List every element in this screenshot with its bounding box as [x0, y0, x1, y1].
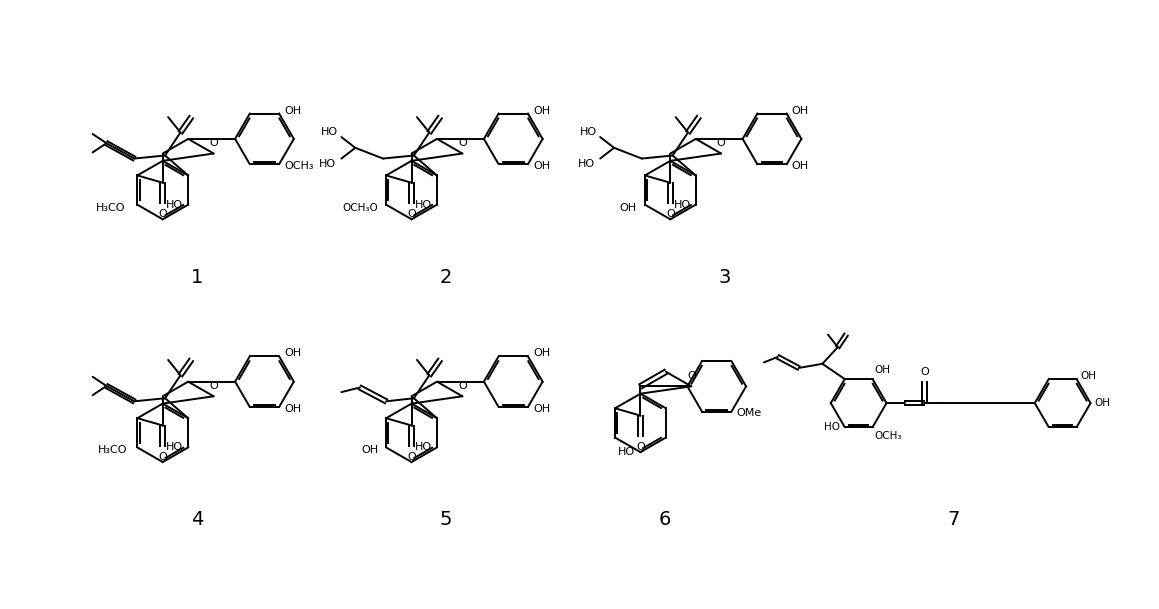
- Text: 5: 5: [439, 510, 452, 529]
- Text: O: O: [920, 367, 928, 378]
- Text: OH: OH: [533, 161, 551, 171]
- Text: 4: 4: [191, 510, 203, 529]
- Text: 2: 2: [439, 268, 452, 287]
- Text: OH: OH: [1094, 398, 1110, 408]
- Text: HO: HO: [166, 200, 183, 209]
- Text: HO: HO: [824, 422, 840, 432]
- Text: HO: HO: [673, 200, 691, 209]
- Text: OH: OH: [284, 348, 301, 358]
- Text: OH: OH: [620, 203, 637, 213]
- Text: OCH₃: OCH₃: [284, 161, 314, 171]
- Text: OH: OH: [792, 105, 809, 116]
- Text: 7: 7: [947, 510, 960, 529]
- Text: O: O: [687, 371, 695, 381]
- Text: O: O: [159, 209, 167, 219]
- Text: HO: HO: [166, 442, 183, 452]
- Text: HO: HO: [578, 158, 596, 169]
- Text: HO: HO: [619, 447, 635, 457]
- Text: 3: 3: [719, 268, 730, 287]
- Text: OH: OH: [533, 348, 551, 358]
- Text: O: O: [210, 138, 218, 148]
- Text: OCH₃O: OCH₃O: [342, 203, 378, 213]
- Text: OH: OH: [792, 161, 809, 171]
- Text: HO: HO: [415, 200, 432, 209]
- Text: O: O: [458, 138, 467, 148]
- Text: 1: 1: [191, 268, 203, 287]
- Text: OH: OH: [1080, 371, 1096, 381]
- Text: HO: HO: [320, 158, 336, 169]
- Text: 6: 6: [658, 510, 671, 529]
- Text: OH: OH: [875, 365, 890, 375]
- Text: HO: HO: [580, 127, 597, 137]
- Text: OMe: OMe: [736, 407, 761, 418]
- Text: O: O: [407, 209, 416, 219]
- Text: OH: OH: [362, 445, 378, 456]
- Text: OH: OH: [284, 404, 301, 414]
- Text: HO: HO: [415, 442, 432, 452]
- Text: O: O: [666, 209, 675, 219]
- Text: O: O: [407, 452, 416, 462]
- Text: O: O: [458, 381, 467, 391]
- Text: OH: OH: [284, 105, 301, 116]
- Text: O: O: [159, 452, 167, 462]
- Text: O: O: [636, 442, 644, 452]
- Text: O: O: [210, 381, 218, 391]
- Text: H₃CO: H₃CO: [96, 203, 125, 213]
- Text: HO: HO: [321, 127, 338, 137]
- Text: O: O: [716, 138, 726, 148]
- Text: H₃CO: H₃CO: [97, 445, 127, 456]
- Text: OCH₃: OCH₃: [875, 431, 902, 441]
- Text: OH: OH: [533, 404, 551, 414]
- Text: OH: OH: [533, 105, 551, 116]
